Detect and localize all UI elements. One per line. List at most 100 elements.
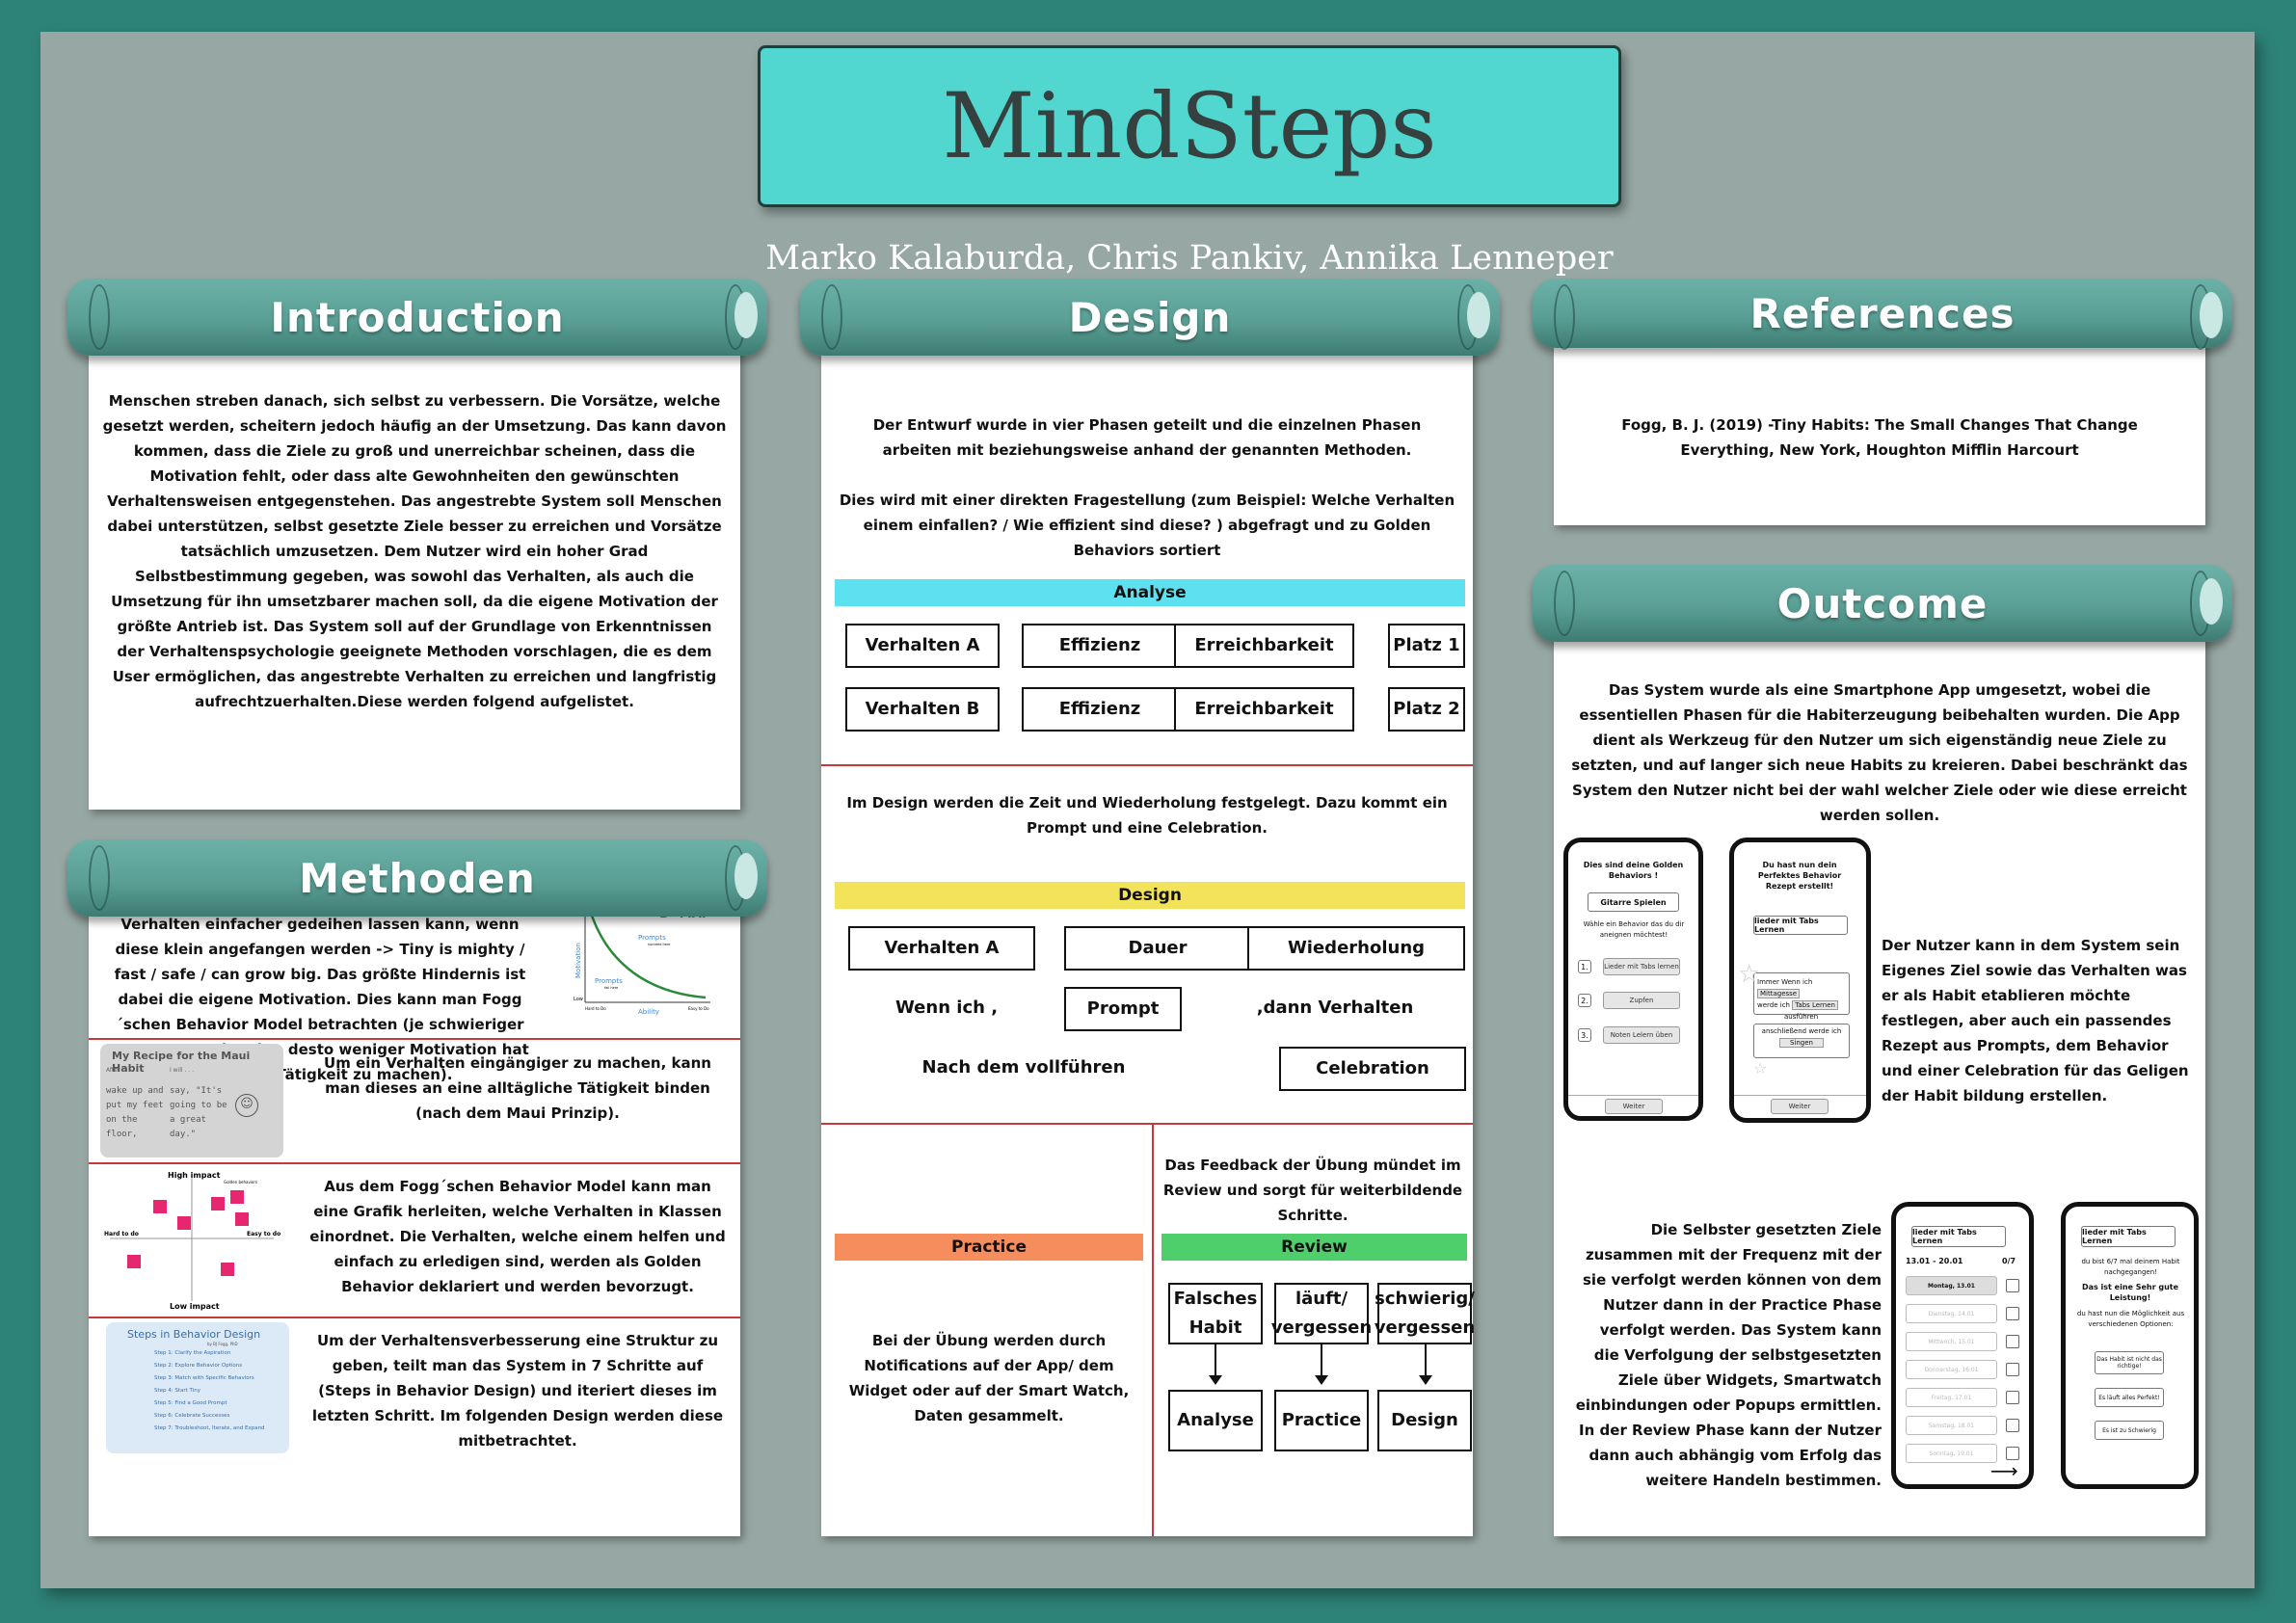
analyse-platz-2: Platz 2	[1388, 687, 1465, 732]
fogg-fail: fail here	[604, 986, 618, 990]
phone4-option-3[interactable]: Es ist zu Schwierig	[2095, 1421, 2164, 1440]
maui-will: I will . . .	[170, 1067, 195, 1074]
fogg-succeed: succeed here	[648, 943, 670, 946]
phone4-option-1[interactable]: Das Habit ist nicht das richtige!	[2095, 1351, 2164, 1374]
day-checkbox[interactable]	[2006, 1307, 2019, 1320]
phone-rezept-erstellt: Du hast nun dein Perfektes Behavior Reze…	[1729, 838, 1871, 1123]
phone2-weiter-button[interactable]: Weiter	[1771, 1099, 1829, 1114]
phone2-title: Du hast nun dein Perfektes Behavior Reze…	[1757, 861, 1842, 891]
references-entry: Fogg, B. J. (2019) -Tiny Habits: The Sma…	[1573, 412, 2186, 463]
scroll-cap-left	[1554, 571, 1575, 636]
day-checkbox[interactable]	[2006, 1419, 2019, 1432]
star-icon: ☆	[1738, 960, 1761, 989]
review-label-bar: Review	[1161, 1234, 1467, 1261]
phone2-line1: Immer Wenn ich	[1757, 978, 1813, 986]
impact-hard: Hard to do	[104, 1231, 139, 1237]
day-checkbox[interactable]	[2006, 1279, 2019, 1292]
phone2-line4: anschließend werde ich	[1761, 1027, 1842, 1035]
review-schwierig-vergessen: schwierig/ vergessen	[1375, 1283, 1475, 1344]
phone1-weiter-button[interactable]: Weiter	[1605, 1099, 1663, 1114]
smiley-icon: ☺	[235, 1094, 258, 1117]
phone3-day-list: Montag, 13.01 Dienstag, 14.01 Mittwoch, 15…	[1906, 1274, 2026, 1470]
day-checkbox[interactable]	[2006, 1391, 2019, 1404]
design-label-bar: Design	[835, 882, 1465, 909]
fogg-low: Low	[574, 997, 583, 1002]
day-label: Sonntag, 19.01	[1906, 1444, 1997, 1463]
design-divider-vertical	[1152, 1123, 1154, 1536]
review-design: Design	[1377, 1390, 1472, 1451]
phone2-chip2[interactable]: Tabs Lernen	[1792, 1000, 1838, 1010]
scroll-knob	[734, 853, 758, 899]
phone1-num-2: 2.	[1578, 994, 1591, 1007]
steps-item: Step 5: Find a Good Prompt	[154, 1400, 227, 1406]
analyse-effizienz-a: Effizienz	[1022, 624, 1178, 668]
phone-review: lieder mit Tabs Lernen du bist 6/7 mal d…	[2061, 1202, 2199, 1489]
phone3-behavior-button[interactable]: lieder mit Tabs Lernen	[1911, 1226, 2006, 1247]
review-text: Das Feedback der Übung mündet im Review …	[1162, 1157, 1463, 1224]
outcome-panel: Das System wurde als eine Smartphone App…	[1554, 596, 2205, 1536]
design-prompt: Prompt	[1064, 987, 1182, 1031]
practice-label-bar: Practice	[835, 1234, 1143, 1261]
design-dauer: Dauer	[1064, 926, 1251, 971]
phone4-behavior-button[interactable]: lieder mit Tabs Lernen	[2081, 1226, 2176, 1247]
day-row: Freitag, 17.01	[1906, 1386, 2026, 1411]
fogg-ability: Ability	[638, 1008, 659, 1016]
outcome-banner: Outcome	[1533, 565, 2232, 642]
steps-item: Step 3: Match with Specific Behaviors	[154, 1375, 254, 1381]
methoden-text-3: Aus dem Fogg´schen Behavior Model kann m…	[309, 1178, 726, 1295]
design-heading: Design	[1068, 293, 1232, 341]
phone2-chip3[interactable]: Singen	[1778, 1038, 1824, 1048]
day-checkbox[interactable]	[2006, 1335, 2019, 1348]
phone1-item-3[interactable]: Noten Lelern üben	[1603, 1026, 1680, 1044]
steps-behavior-design-image: Steps in Behavior Design by BJ Fogg, PhD…	[106, 1322, 289, 1453]
scroll-knob	[2200, 578, 2223, 625]
design-panel: Der Entwurf wurde in vier Phasen geteilt…	[821, 306, 1475, 1536]
star-icon: ☆	[1753, 1059, 1768, 1078]
review-laeuft-vergessen: läuft/ vergessen	[1271, 1283, 1372, 1344]
design-intro-1: Der Entwurf wurde in vier Phasen geteilt…	[872, 416, 1422, 459]
phone4-praise: Das ist eine Sehr gute Leistung!	[2081, 1283, 2179, 1302]
phone1-item-1[interactable]: Lieder mit Tabs lernen	[1603, 958, 1680, 975]
design-intro-2: Dies wird mit einer direkten Fragestellu…	[839, 492, 1455, 559]
day-checkbox[interactable]	[2006, 1447, 2019, 1460]
phone2-behavior-button[interactable]: lieder mit Tabs Lernen	[1753, 916, 1848, 935]
steps-item: Step 7: Troubleshoot, Iterate, and Expan…	[154, 1425, 265, 1431]
phone2-line3: ausführen	[1784, 1013, 1819, 1021]
methoden-heading: Methoden	[299, 854, 536, 902]
practice-text: Bei der Übung werden durch Notifications…	[848, 1332, 1130, 1424]
phone1-title: Dies sind deine Golden Behaviors !	[1583, 861, 1684, 880]
outcome-heading: Outcome	[1776, 579, 1989, 627]
reference-rest: : The Small Changes That Change Everythi…	[1680, 416, 2138, 459]
day-row: Samstag, 18.01	[1906, 1414, 2026, 1439]
phone2-chip1[interactable]: Mittagesse	[1757, 989, 1801, 998]
maui-habit-image: My Recipe for the Maui Habit After I . .…	[100, 1044, 283, 1157]
design-dann-verhalten: ,dann Verhalten	[1256, 998, 1414, 1018]
day-checkbox[interactable]	[2006, 1363, 2019, 1376]
scroll-cap-left	[89, 845, 110, 911]
phone1-num-1: 1.	[1578, 960, 1591, 973]
phone4-options-intro: du hast nun die Möglichkeit aus verschie…	[2076, 1310, 2185, 1328]
design-phase-text: Im Design werden die Zeit und Wiederholu…	[846, 794, 1448, 837]
phone2-footer-line	[1734, 1095, 1866, 1096]
fogg-prompts-succeed: Prompts	[638, 934, 666, 942]
reference-author: Fogg, B. J. (2019) -	[1621, 416, 1773, 434]
day-label: Donnerstag, 16.01	[1906, 1360, 1997, 1379]
maui-col2: say, "It's going to be a great day."	[170, 1086, 227, 1139]
phone1-item-2[interactable]: Zupfen	[1603, 992, 1680, 1009]
outcome-text-2: Der Nutzer kann in dem System sein Eigen…	[1882, 937, 2189, 1104]
phone4-option-2[interactable]: Es läuft alles Perfekt!	[2095, 1388, 2164, 1407]
reference-book: Tiny Habits	[1772, 416, 1864, 434]
review-falsches-habit: Falsches Habit	[1168, 1283, 1263, 1344]
phone1-gitarre-button[interactable]: Gitarre Spielen	[1588, 892, 1679, 912]
maui-col1: wake up and put my feet on the floor,	[106, 1086, 164, 1139]
maui-after: After I . . .	[106, 1067, 135, 1074]
methoden-panel: Alle Methoden folgen der Einsicht, dass …	[89, 867, 740, 1536]
review-analyse: Analyse	[1168, 1390, 1263, 1451]
scroll-knob	[2200, 292, 2223, 338]
phone1-num-3: 3.	[1578, 1028, 1591, 1042]
design-wiederholung: Wiederholung	[1247, 926, 1465, 971]
impact-matrix-image: High impact Low impact Hard to do Easy t…	[104, 1171, 280, 1311]
arrow-right-icon[interactable]: ⟶	[1990, 1459, 2018, 1482]
design-nach-dem-vollfuehren: Nach dem vollführen	[921, 1057, 1126, 1078]
methoden-divider-3	[89, 1317, 740, 1318]
